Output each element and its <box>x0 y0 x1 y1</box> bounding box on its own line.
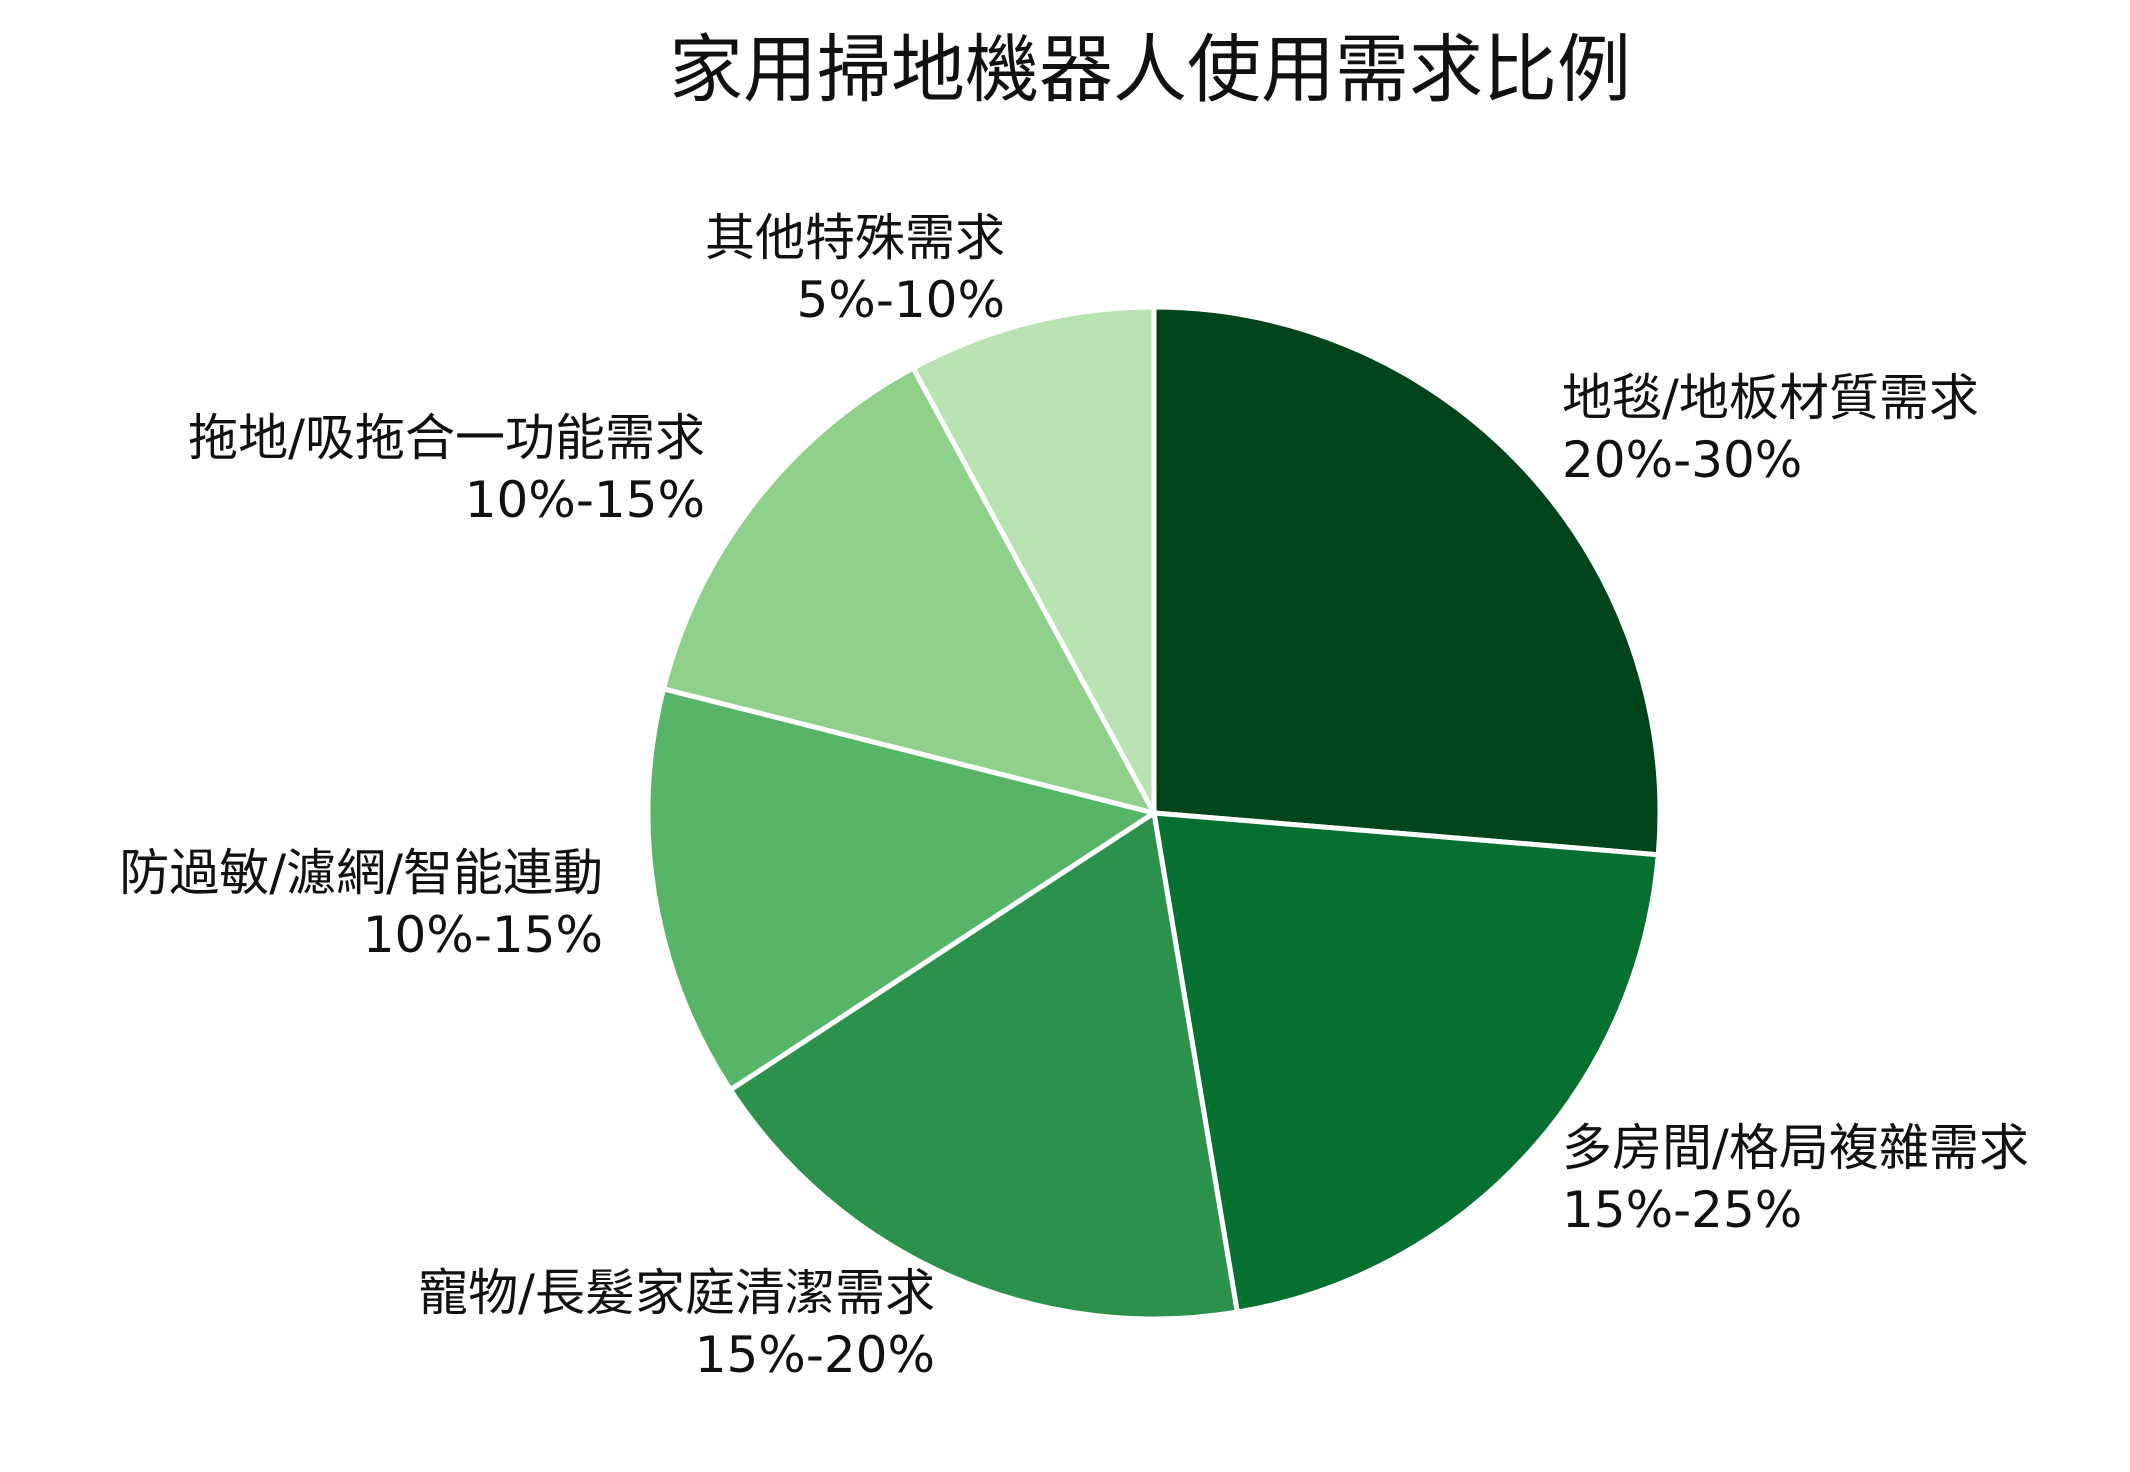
slice-value-label-3: 15%-20% <box>695 1326 935 1384</box>
slice-value-label-6: 5%-10% <box>797 271 1006 329</box>
slice-value-label-1: 20%-30% <box>1562 431 1802 489</box>
slices-layer <box>645 304 1663 1322</box>
slice-label-4: 防過敏/濾網/智能連動 <box>119 844 603 902</box>
slice-value-label-5: 10%-15% <box>465 471 705 529</box>
pie-slice-6 <box>910 304 1157 816</box>
pie-slice-3 <box>727 810 1240 1322</box>
slice-label-3: 寵物/長髮家庭清潔需求 <box>418 1264 935 1322</box>
slice-label-6: 其他特殊需求 <box>705 209 1005 267</box>
chart-title: 家用掃地機器人使用需求比例 <box>669 27 1631 113</box>
slice-value-label-4: 10%-15% <box>363 906 603 964</box>
pie-slice-4 <box>645 686 1157 1093</box>
slice-label-1: 地毯/地板材質需求 <box>1562 369 1979 427</box>
pie-slice-2 <box>1151 810 1661 1315</box>
slice-label-5: 拖地/吸拖合一功能需求 <box>188 409 705 467</box>
slice-value-label-2: 15%-25% <box>1562 1181 1802 1239</box>
slice-label-2: 多房間/格局複雜需求 <box>1562 1119 2029 1177</box>
pie-slice-5 <box>660 365 1157 816</box>
pie-slice-1 <box>1151 304 1663 858</box>
